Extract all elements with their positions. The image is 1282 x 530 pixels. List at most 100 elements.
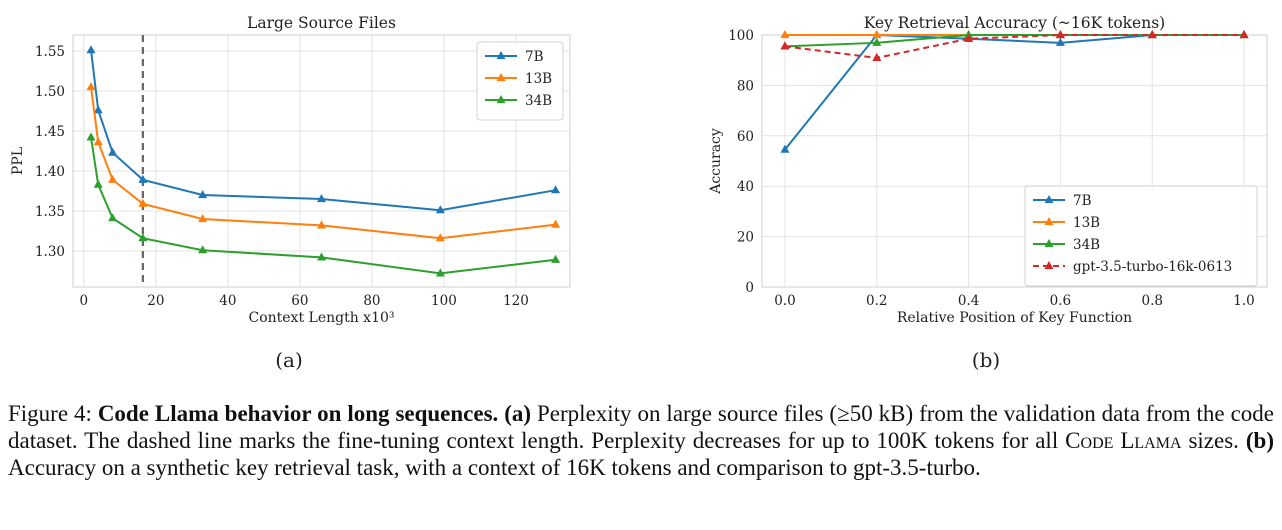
chart1-y-axis-label: Accuracy (708, 128, 724, 195)
chart1-y-tick-label: 0 (745, 280, 754, 296)
chart0-data-point-7B (93, 105, 103, 114)
chart1-data-point-7B (780, 144, 790, 153)
chart0-legend-label-34B: 34B (525, 93, 552, 109)
chart1-x-tick-label: 0.2 (866, 293, 887, 309)
chart1-legend-label-13B: 13B (1073, 215, 1100, 231)
caption-b-text: Accuracy on a synthetic key retrieval ta… (8, 455, 981, 480)
chart0-data-point-34B (93, 179, 103, 188)
chart1-data-point-gpt-3.5-turbo-16k-0613 (780, 41, 790, 50)
chart0-data-point-7B (108, 147, 118, 156)
chart0-data-point-13B (138, 198, 148, 207)
chart0-data-point-7B (317, 194, 326, 203)
chart1-data-point-13B (872, 30, 882, 39)
chart1-data-point-34B (872, 37, 882, 46)
chart0-y-tick-label: 1.50 (35, 84, 65, 100)
chart1-title: Key Retrieval Accuracy (~16K tokens) (864, 14, 1165, 32)
chart0-x-tick-label: 0 (80, 293, 89, 309)
caption-a-text-1: Perplexity on large source files (≥50 kB… (8, 401, 1274, 453)
chart1-legend-marker-7B (1044, 195, 1054, 204)
chart1-y-tick-label: 60 (737, 129, 754, 145)
chart0-data-point-34B (435, 268, 445, 277)
chart0-data-point-34B (198, 245, 208, 254)
chart0-legend-label-7B: 7B (525, 49, 544, 65)
chart0-data-point-34B (108, 213, 118, 222)
chart1-legend-label-7B: 7B (1073, 193, 1092, 209)
chart0-title: Large Source Files (247, 14, 396, 32)
chart1-data-point-gpt-3.5-turbo-16k-0613 (964, 33, 974, 42)
chart0-series-line-7B (90, 50, 556, 212)
chart0-data-point-13B (435, 233, 445, 242)
chart0-panel-label: (a) (275, 348, 303, 372)
chart0-data-point-7B (551, 185, 561, 194)
chart0-y-axis-label: PPL (10, 147, 26, 175)
chart0-y-tick-label: 1.45 (35, 124, 65, 140)
chart0-legend-marker-7B (496, 51, 506, 60)
chart1-data-point-gpt-3.5-turbo-16k-0613 (1055, 30, 1065, 39)
chart0-data-point-34B (551, 254, 561, 263)
chart1-x-tick-label: 1.0 (1233, 293, 1254, 309)
chart1-series-line-gpt-3.5-turbo-16k-0613 (784, 34, 1245, 59)
chart1-data-point-gpt-3.5-turbo-16k-0613 (1239, 30, 1249, 39)
chart0-x-tick-label: 40 (219, 293, 236, 309)
chart1-legend-label-gpt-3.5-turbo-16k-0613: gpt-3.5-turbo-16k-0613 (1073, 259, 1232, 275)
chart0-plot-frame (72, 34, 571, 288)
chart1-x-tick-label: 0.6 (1050, 293, 1071, 309)
chart0-legend-label-13B: 13B (525, 71, 552, 87)
chart0-legend-marker-13B (496, 73, 506, 82)
chart1-x-axis-label: Relative Position of Key Function (897, 310, 1132, 326)
chart1-y-tick-label: 40 (737, 179, 754, 195)
caption-model-name: Code Llama (1065, 428, 1182, 453)
chart1-series-line-7B (784, 33, 1245, 151)
chart0-y-tick-label: 1.40 (35, 164, 65, 180)
chart0-y-tick-label: 1.30 (35, 244, 65, 260)
chart0-y-tick-label: 1.35 (35, 204, 65, 220)
caption-a-label: (a) (504, 401, 532, 426)
caption-bold-title: Code Llama behavior on long sequences. (97, 401, 499, 426)
caption-a-text-2: sizes. (1181, 428, 1246, 453)
chart1-data-point-7B (1055, 37, 1065, 46)
chart0-data-point-13B (551, 219, 561, 228)
chart1-legend-marker-34B (1044, 239, 1054, 248)
chart0-data-point-7B (86, 45, 96, 54)
chart0-data-point-7B (435, 205, 445, 214)
caption-b-label: (b) (1245, 428, 1274, 453)
chart0-x-tick-label: 100 (431, 293, 457, 309)
chart0-series-line-34B (90, 137, 556, 275)
chart0-x-tick-label: 20 (147, 293, 164, 309)
chart0-x-axis-label: Context Length x10³ (248, 310, 394, 326)
chart-large-source-files: 0 20 40 60 80 100 120 1.30 1.35 1.40 1.45 1.50 1.55 L… (10, 14, 571, 372)
chart-key-retrieval-accuracy: 0.0 0.2 0.4 0.6 0.8 1.0 0 20 40 60 80 100 Key Retrie… (708, 14, 1268, 372)
chart0-data-point-13B (93, 137, 103, 146)
chart1-x-tick-label: 0.4 (958, 293, 979, 309)
chart1-legend-box (1024, 185, 1258, 287)
chart1-y-tick-label: 100 (728, 28, 754, 44)
chart1-x-tick-label: 0.8 (1141, 293, 1162, 309)
chart1-data-point-gpt-3.5-turbo-16k-0613 (1147, 30, 1157, 39)
chart0-data-point-13B (86, 82, 96, 91)
chart0-data-point-34B (86, 132, 96, 141)
chart1-y-tick-label: 20 (737, 230, 754, 246)
caption-figure-label: Figure 4: (8, 401, 98, 426)
chart0-data-point-7B (138, 174, 148, 183)
chart1-data-point-gpt-3.5-turbo-16k-0613 (872, 52, 882, 62)
chart1-panel-label: (b) (972, 348, 1000, 372)
chart0-data-point-13B (108, 174, 118, 183)
chart1-legend-marker-13B (1044, 217, 1054, 226)
chart0-x-tick-label: 120 (503, 293, 529, 309)
chart0-data-point-7B (198, 190, 208, 199)
chart0-legend-marker-34B (496, 95, 506, 104)
chart0-y-tick-label: 1.55 (35, 44, 65, 60)
chart0-data-point-34B (138, 233, 148, 242)
figure-caption: Figure 4: Code Llama behavior on long se… (8, 400, 1274, 481)
chart1-legend-marker-gpt-3.5-turbo-16k-0613 (1044, 261, 1054, 270)
chart1-legend-label-34B: 34B (1073, 237, 1100, 253)
chart0-series-line-13B (90, 86, 556, 240)
chart1-x-tick-label: 0.0 (774, 293, 795, 309)
chart0-data-point-34B (317, 252, 326, 261)
chart0-data-point-13B (317, 220, 326, 229)
chart0-x-tick-label: 60 (291, 293, 308, 309)
chart0-data-point-13B (198, 214, 208, 223)
chart1-y-tick-label: 80 (737, 78, 754, 94)
chart1-data-point-13B (780, 30, 790, 39)
chart0-x-tick-label: 80 (363, 293, 380, 309)
